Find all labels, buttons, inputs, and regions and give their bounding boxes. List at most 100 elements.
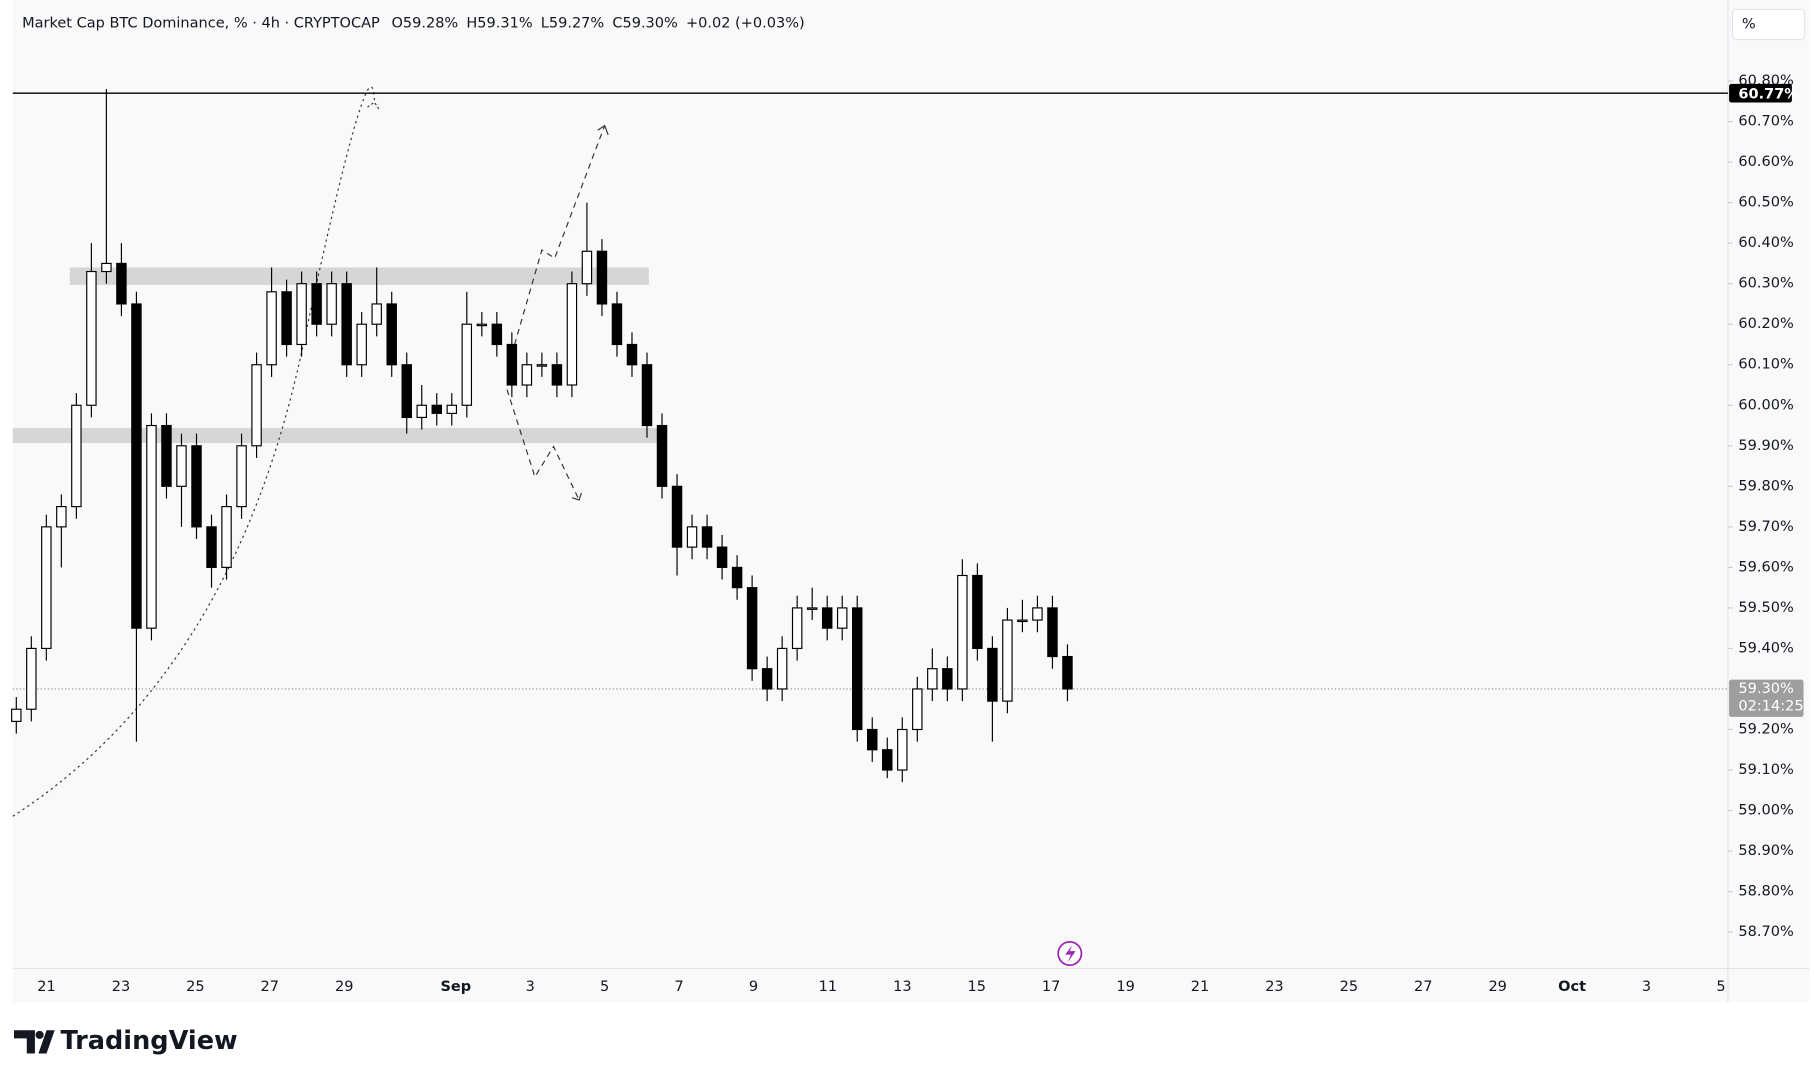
candle-body: [11, 708, 22, 722]
candle-body: [506, 343, 518, 386]
unit-button[interactable]: [1732, 8, 1806, 41]
x-tick-label: 25: [1340, 979, 1358, 995]
x-tick-label: 5: [600, 979, 609, 995]
candle-body: [86, 270, 97, 406]
candle-body: [611, 303, 623, 346]
candle-body: [371, 303, 382, 325]
candle-body: [656, 424, 668, 487]
x-tick-label: 7: [674, 979, 683, 995]
x-tick-label: 21: [1191, 979, 1209, 995]
candle-body: [386, 303, 397, 366]
candle-body: [776, 647, 788, 690]
candle-body: [401, 364, 412, 419]
x-tick-label: 11: [819, 979, 837, 995]
x-tick-label: 3: [1642, 979, 1651, 995]
candle-body: [341, 283, 352, 366]
y-tick-label: 59.00%: [1738, 803, 1793, 819]
candle-body: [56, 506, 67, 528]
y-tick-label: 60.10%: [1738, 357, 1793, 373]
x-tick-label: 29: [335, 979, 353, 995]
candle-body: [581, 250, 593, 285]
y-tick-label: 59.20%: [1738, 721, 1793, 737]
y-axis-area: [1727, 0, 1810, 969]
countdown: 02:14:25: [1738, 698, 1803, 714]
candle-body: [191, 445, 202, 528]
candle-body: [116, 262, 127, 305]
unit-label: %: [1742, 16, 1756, 32]
candle-body: [491, 323, 503, 346]
candle-body: [356, 323, 367, 366]
resistance-zone: [69, 267, 649, 285]
x-tick-label: 21: [37, 979, 55, 995]
drawings: [12, 86, 609, 817]
ohlc-value: O59.28%: [391, 15, 458, 31]
last-price-tag: [1729, 679, 1804, 717]
candle-body: [912, 688, 923, 731]
candle-body: [26, 647, 37, 710]
curve-drawing: [12, 86, 376, 817]
y-tick-label: 60.70%: [1738, 114, 1793, 130]
y-tick-label: 59.10%: [1738, 762, 1793, 778]
ohlc-value: H59.31%: [466, 15, 532, 31]
candle-body: [942, 668, 953, 690]
x-tick-label: 3: [526, 979, 535, 995]
candle-body: [131, 303, 142, 629]
candle-body: [431, 404, 443, 414]
candle-body: [671, 485, 683, 548]
ohlc-value: +0.02 (+0.03%): [686, 15, 805, 31]
candle-body: [987, 647, 998, 702]
candle-body: [476, 323, 488, 327]
candle-body: [101, 262, 112, 273]
y-tick-label: 59.50%: [1738, 600, 1793, 616]
x-tick-label: 13: [893, 979, 911, 995]
brand-name: TradingView: [60, 1026, 237, 1056]
candle-body: [71, 404, 82, 508]
y-tick-label: 59.60%: [1738, 559, 1793, 575]
logo-dot: [35, 1030, 44, 1039]
x-tick-label: 19: [1116, 979, 1134, 995]
candle-body: [296, 283, 307, 346]
candle-body: [326, 283, 337, 325]
candle-body: [176, 445, 187, 487]
candle-body: [701, 526, 713, 548]
bull-path: [511, 125, 606, 355]
candle-body: [1017, 619, 1028, 623]
candle-body: [957, 574, 968, 690]
candle-body: [536, 364, 548, 367]
y-tick-label: 58.80%: [1738, 884, 1793, 900]
candle-body: [236, 445, 247, 508]
candle-body: [461, 323, 473, 406]
y-tick-label: 60.50%: [1738, 195, 1793, 211]
x-tick-label: Oct: [1558, 979, 1586, 995]
candle-body: [521, 364, 533, 386]
candle-body: [867, 728, 878, 751]
y-tick-label: 58.90%: [1738, 843, 1793, 859]
candle-body: [161, 424, 172, 487]
y-tick-label: 60.20%: [1738, 316, 1793, 332]
ohlc-value: L59.27%: [541, 15, 604, 31]
last-price-label: 59.30%: [1738, 681, 1793, 697]
header: Market Cap BTC Dominance, % · 4h · CRYPT…: [22, 15, 805, 31]
y-tick-label: 60.60%: [1738, 154, 1793, 170]
bear-path: [506, 389, 580, 501]
candle-body: [791, 607, 803, 650]
arrow-head: [597, 124, 609, 136]
y-tick-label: 60.40%: [1738, 235, 1793, 251]
candle-body: [146, 424, 157, 629]
candle-body: [761, 668, 773, 690]
x-tick-label: Sep: [440, 979, 471, 995]
x-tick-label: 23: [1265, 979, 1283, 995]
y-tick-label: 58.70%: [1738, 924, 1793, 940]
y-tick-label: 60.30%: [1738, 276, 1793, 292]
candle-body: [972, 574, 983, 650]
arrow-head: [571, 492, 582, 501]
candle-body: [1032, 607, 1043, 621]
candle-body: [1047, 607, 1058, 658]
candle-body: [897, 728, 908, 771]
candle-body: [626, 343, 638, 366]
candle-body: [836, 607, 848, 629]
candle-body: [311, 283, 322, 325]
candle-body: [416, 404, 427, 419]
price-tag: [1729, 83, 1792, 103]
